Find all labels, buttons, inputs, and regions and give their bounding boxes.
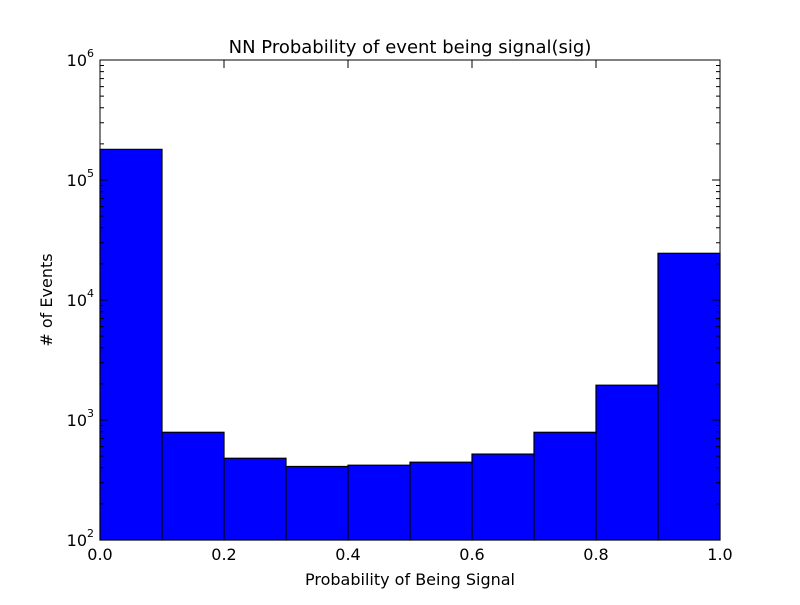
x-tick-label: 0.0: [87, 545, 112, 564]
histogram-bar: [347, 464, 411, 541]
y-tick-label: 105: [67, 167, 94, 190]
chart-title: NN Probability of event being signal(sig…: [229, 37, 592, 58]
bars-group: [99, 148, 721, 541]
histogram-bar: [471, 453, 535, 541]
histogram-bar: [657, 252, 721, 541]
y-axis-label: # of Events: [37, 253, 56, 346]
x-tick-label: 0.6: [459, 545, 484, 564]
plot-frame: [99, 59, 721, 541]
histogram-bar: [223, 457, 287, 541]
y-tick-label: 106: [67, 47, 94, 70]
x-tick-label: 0.2: [211, 545, 236, 564]
histogram-bar: [595, 384, 659, 541]
x-tick-label: 0.4: [335, 545, 360, 564]
y-tick-label: 104: [67, 287, 94, 310]
x-tick-label: 0.8: [583, 545, 608, 564]
histogram-bar: [285, 465, 349, 541]
histogram-bar: [161, 431, 225, 541]
x-tick-label: 1.0: [707, 545, 732, 564]
histogram-bar: [533, 431, 597, 541]
x-axis-label: Probability of Being Signal: [305, 570, 515, 589]
y-tick-label: 103: [67, 407, 94, 430]
y-tick-label: 102: [67, 527, 94, 550]
histogram-bar: [99, 148, 163, 541]
ticks-group: 0.0 0.2 0.4 0.6 0.8 1.0 102 103 104 105 106: [67, 47, 733, 564]
histogram-bar: [409, 461, 473, 541]
